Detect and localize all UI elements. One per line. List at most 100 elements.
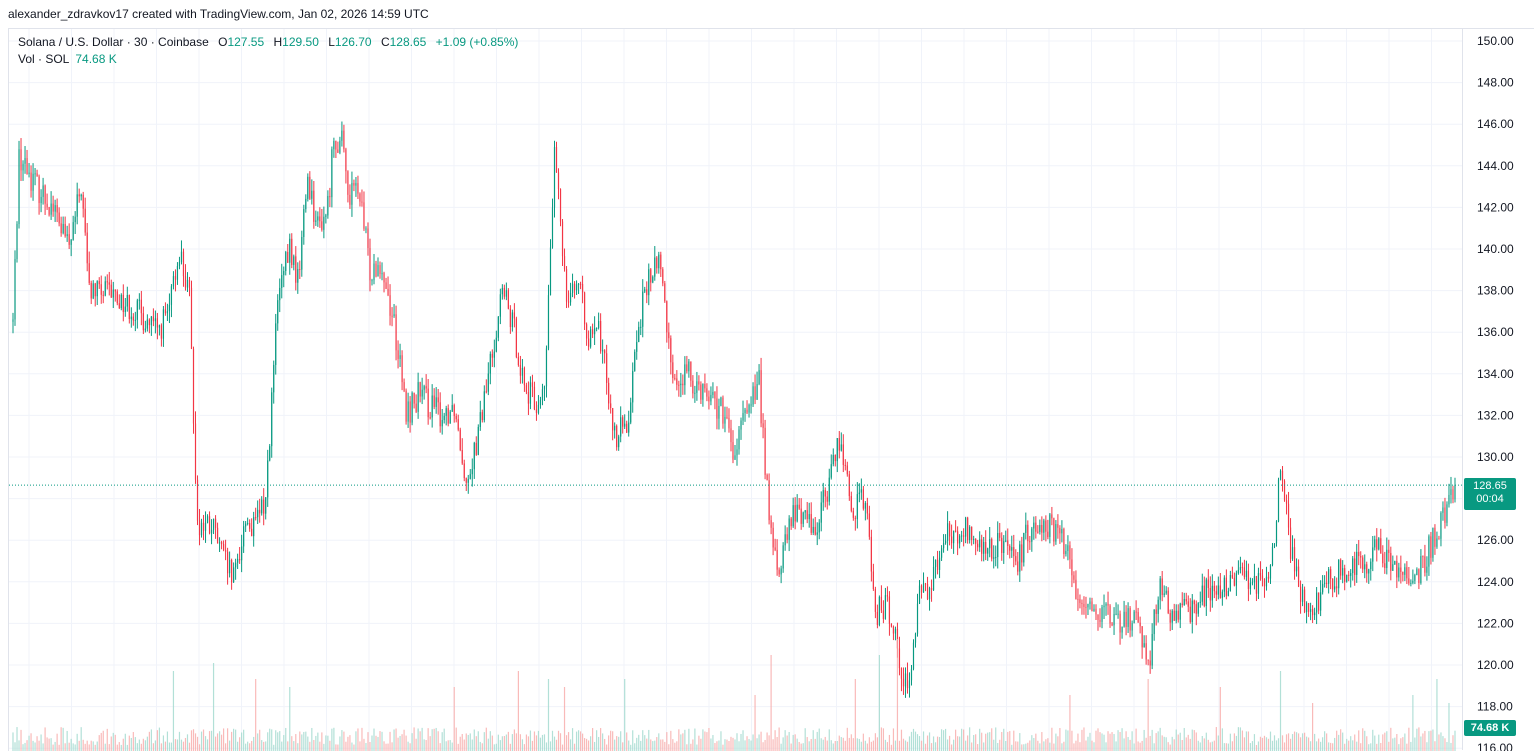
volume-bar — [271, 729, 273, 751]
candle-body — [1215, 591, 1217, 595]
symbol-title[interactable]: Solana / U.S. Dollar · 30 · Coinbase — [18, 35, 209, 49]
volume-bar — [1404, 733, 1406, 751]
price-chart[interactable]: 150.00 148.00 146.00 144.00 142.00 140.00 138.… — [9, 29, 1534, 751]
volume-title[interactable]: Vol · SOL — [18, 52, 70, 66]
volume-bar — [114, 734, 116, 751]
candle-body — [1025, 524, 1027, 533]
candle-body — [505, 290, 507, 297]
volume-bar — [1396, 733, 1398, 751]
candle-body — [662, 269, 664, 284]
candle-body — [975, 538, 977, 544]
volume-bar — [473, 729, 475, 751]
volume-bar — [70, 738, 72, 751]
volume-bar — [1009, 731, 1011, 751]
candle-body — [1358, 551, 1360, 557]
candle-body — [606, 353, 608, 383]
volume-bar — [152, 743, 154, 751]
volume-bar — [76, 733, 78, 751]
candle-body — [1318, 592, 1320, 611]
candle-body — [491, 353, 493, 358]
candle-body — [1366, 564, 1368, 574]
candle-body — [503, 287, 505, 297]
candle-body — [710, 394, 712, 402]
volume-bar — [718, 740, 720, 751]
candle-body — [1013, 547, 1015, 557]
volume-bar — [746, 736, 748, 751]
candle-body — [1305, 603, 1308, 613]
candle-body — [439, 402, 441, 427]
candle-body — [592, 329, 594, 335]
candle-body — [870, 536, 872, 572]
chart-pane[interactable]: 150.00 148.00 146.00 144.00 142.00 140.00 138.… — [8, 28, 1534, 751]
candle-body — [1450, 489, 1452, 495]
candle-body — [1119, 613, 1121, 633]
volume-bar — [1428, 731, 1430, 751]
candle-body — [1245, 570, 1248, 577]
volume-bar — [585, 738, 588, 751]
candle-body — [1067, 545, 1069, 552]
volume-bar — [355, 731, 357, 751]
candle-body — [48, 207, 50, 215]
candle-body — [1404, 567, 1406, 575]
candle-body — [1295, 566, 1298, 572]
volume-bar — [802, 743, 804, 751]
volume-bar — [977, 744, 979, 751]
volume-bar — [299, 731, 301, 751]
volume-bar — [1025, 743, 1027, 751]
volume-bar — [499, 740, 501, 751]
candle-body — [884, 595, 887, 620]
candle-body — [1227, 590, 1229, 596]
candle-body — [1015, 556, 1017, 562]
candle-body — [220, 542, 223, 545]
volume-bar — [1031, 735, 1033, 751]
volume-bar — [30, 733, 32, 751]
volume-bar — [598, 736, 600, 751]
candle-body — [1131, 623, 1133, 631]
volume-bar — [84, 743, 86, 751]
volume-bar — [110, 736, 112, 751]
volume-bar — [128, 735, 130, 751]
candle-body — [1297, 566, 1300, 587]
volume-bar — [46, 737, 48, 751]
volume-bar — [66, 730, 68, 751]
candle-body — [674, 377, 676, 379]
volume-bar — [1183, 727, 1185, 751]
candle-body — [413, 392, 415, 404]
candle-body — [686, 364, 688, 372]
price-axis-tick-label: 126.00 — [1477, 533, 1514, 547]
candle-body — [1360, 556, 1362, 558]
candle-body — [876, 611, 878, 625]
candle-body — [714, 391, 716, 399]
candle-body — [569, 292, 572, 303]
volume-bar — [1071, 730, 1073, 751]
volume-bar — [1328, 742, 1330, 751]
volume-bar — [407, 741, 409, 751]
volume-bar — [1121, 728, 1123, 751]
volume-bar — [1109, 733, 1111, 751]
candle-body — [1255, 576, 1258, 594]
volume-bar — [303, 731, 305, 751]
volume-bar — [287, 741, 289, 751]
candle-body — [1285, 500, 1288, 504]
volume-bar — [96, 741, 98, 751]
volume-bar — [1149, 735, 1151, 751]
volume-bar — [186, 734, 189, 751]
volume-bar — [267, 732, 269, 751]
candle-body — [1153, 609, 1155, 635]
candle-body — [1145, 643, 1147, 660]
candle-body — [1041, 524, 1043, 533]
candle-body — [311, 190, 313, 199]
candle-body — [1454, 485, 1456, 500]
candle-body — [590, 329, 592, 347]
candle-body — [1197, 602, 1199, 614]
candle-body — [1193, 600, 1195, 605]
volume-bar — [122, 738, 124, 751]
candle-body — [928, 588, 931, 600]
volume-bar — [1432, 729, 1434, 751]
volume-bar — [457, 743, 459, 751]
volume-bar — [367, 732, 369, 751]
candle-body — [1113, 614, 1115, 626]
volume-bar — [1422, 733, 1424, 751]
candle-body — [367, 228, 369, 249]
volume-bar — [1312, 703, 1314, 751]
